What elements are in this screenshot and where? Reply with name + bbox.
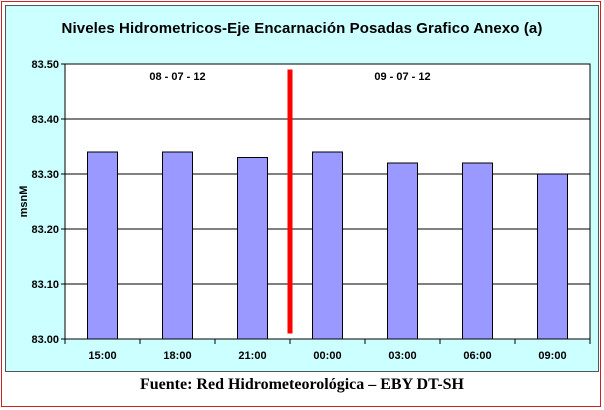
y-tick-label: 83.00: [31, 334, 59, 346]
source-footer: Fuente: Red Hidrometeorológica – EBY DT-…: [140, 376, 464, 393]
y-tick-label: 83.40: [31, 114, 59, 126]
x-tick-label: 21:00: [238, 350, 266, 362]
x-tick-label: 00:00: [313, 350, 341, 362]
bar: [87, 151, 118, 340]
y-tick-label: 83.30: [31, 169, 59, 181]
x-tick-label: 15:00: [88, 350, 116, 362]
bar: [237, 157, 268, 340]
y-tick-label: 83.20: [31, 224, 59, 236]
y-axis-label: msnM: [18, 186, 30, 218]
bar: [462, 162, 493, 340]
x-tick-label: 06:00: [463, 350, 491, 362]
bar: [387, 162, 418, 340]
y-tick-label: 83.50: [31, 59, 59, 71]
x-tick-label: 18:00: [163, 350, 191, 362]
date-annotation: 09 - 07 - 12: [374, 71, 430, 83]
chart-title: Niveles Hidrometricos-Eje Encarnación Po…: [61, 20, 543, 37]
bar: [537, 173, 568, 340]
date-annotation: 08 - 07 - 12: [149, 71, 205, 83]
y-tick-label: 83.10: [31, 279, 59, 291]
x-tick-label: 03:00: [388, 350, 416, 362]
bar: [162, 151, 193, 340]
bar: [312, 151, 343, 340]
x-tick-label: 09:00: [538, 350, 566, 362]
